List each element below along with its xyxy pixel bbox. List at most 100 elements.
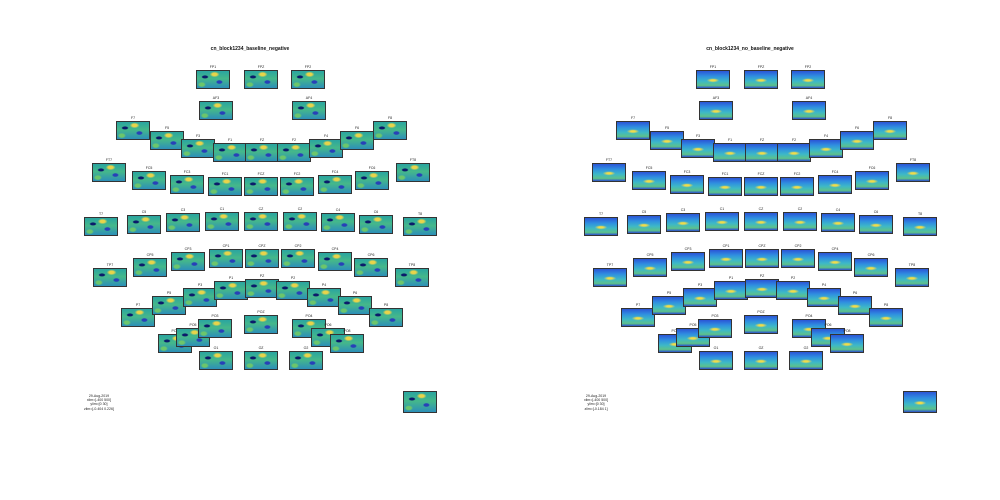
channel-label: FC2 <box>293 172 301 176</box>
channel-label: F3 <box>695 134 701 138</box>
channel-c5: C5 <box>127 210 161 234</box>
channel-label: C1 <box>219 207 225 211</box>
time-frequency-map <box>681 139 715 158</box>
time-frequency-map <box>895 268 929 287</box>
time-frequency-map <box>744 70 778 89</box>
time-frequency-map <box>373 121 407 140</box>
channel-label: FZ <box>259 138 265 142</box>
time-frequency-map <box>840 131 874 150</box>
channel-p3: P3 <box>683 283 717 307</box>
time-frequency-map <box>744 315 778 334</box>
channel-label: P3 <box>197 283 203 287</box>
channel-label: F5 <box>664 126 670 130</box>
time-frequency-map <box>699 351 733 370</box>
channel-label: FP2 <box>304 65 312 69</box>
channel-label: FP1 <box>709 65 717 69</box>
channel-c2: C2 <box>283 207 317 231</box>
channel-p6: P6 <box>838 291 872 315</box>
channel-label: P7 <box>635 303 641 307</box>
channel-label: O1 <box>713 346 719 350</box>
channel-af4: AF4 <box>292 96 326 120</box>
channel-label: CZ <box>258 207 264 211</box>
channel-po8: PO8 <box>330 329 364 353</box>
channel-fp1: FP1 <box>196 65 230 89</box>
channel-p5: P5 <box>652 291 686 315</box>
time-frequency-map <box>199 101 233 120</box>
time-frequency-map <box>666 213 700 232</box>
time-frequency-map <box>650 131 684 150</box>
time-frequency-map <box>355 171 389 190</box>
time-frequency-map <box>705 212 739 231</box>
channel-tp8: TP8 <box>395 263 429 287</box>
channel-o2: O2 <box>789 346 823 370</box>
channel-t8: T8 <box>903 212 937 236</box>
channel-fz: FZ <box>245 138 279 162</box>
channel-label: O1 <box>213 346 219 350</box>
channel-label: FT8 <box>909 158 917 162</box>
channel-fpz: FPZ <box>744 65 778 89</box>
channel-label: FC3 <box>683 170 691 174</box>
channel-fc2: FC2 <box>780 172 814 196</box>
channel-af4: AF4 <box>792 96 826 120</box>
time-frequency-map <box>698 319 732 338</box>
time-frequency-map <box>652 296 686 315</box>
channel-label: PO5 <box>689 323 697 327</box>
channel-tp8: TP8 <box>895 263 929 287</box>
time-frequency-map <box>209 249 243 268</box>
time-frequency-map <box>150 131 184 150</box>
time-frequency-map <box>127 215 161 234</box>
channel-label: F4 <box>323 134 329 138</box>
channel-f4: F4 <box>309 134 343 158</box>
channel-label: CP4 <box>831 247 839 251</box>
channel-label: CZ <box>758 207 764 211</box>
channel-label: C4 <box>835 208 841 212</box>
time-frequency-map <box>369 308 403 327</box>
channel-label: P2 <box>790 276 796 280</box>
time-frequency-map <box>781 249 815 268</box>
channel-label: PO4 <box>305 314 313 318</box>
time-frequency-map <box>744 177 778 196</box>
time-frequency-map <box>713 143 747 162</box>
channel-label: P3 <box>697 283 703 287</box>
time-frequency-map <box>213 143 247 162</box>
channel-tp7: TP7 <box>593 263 627 287</box>
channel-f5: F5 <box>650 126 684 150</box>
channel-label: T7 <box>598 212 604 216</box>
time-frequency-map <box>84 217 118 236</box>
time-frequency-map <box>93 268 127 287</box>
channel-label: CP3 <box>184 247 192 251</box>
channel-f3: F3 <box>681 134 715 158</box>
channel-p6: P6 <box>338 291 372 315</box>
time-frequency-map <box>354 258 388 277</box>
channel-label: PO7 <box>171 329 179 333</box>
time-frequency-map <box>244 315 278 334</box>
channel-label: CP6 <box>867 253 875 257</box>
channel-poz: POZ <box>744 310 778 334</box>
time-frequency-map <box>171 252 205 271</box>
time-frequency-map <box>896 163 930 182</box>
time-frequency-map <box>244 70 278 89</box>
channel-c1: C1 <box>205 207 239 231</box>
channel-label: F8 <box>887 116 893 120</box>
colorscale-box <box>903 391 937 413</box>
channel-label: AF3 <box>712 96 720 100</box>
channel-label: FT7 <box>105 158 113 162</box>
channel-label: F4 <box>823 134 829 138</box>
time-frequency-map <box>745 143 779 162</box>
channel-fp1: FP1 <box>696 65 730 89</box>
channel-fpz: FPZ <box>244 65 278 89</box>
channel-label: CPZ <box>258 244 266 248</box>
time-frequency-map <box>318 175 352 194</box>
channel-label: FC3 <box>183 170 191 174</box>
channel-c4: C4 <box>821 208 855 232</box>
time-frequency-map <box>307 288 341 307</box>
channel-label: POZ <box>257 310 265 314</box>
channel-label: FT7 <box>605 158 613 162</box>
channel-label: P8 <box>883 303 889 307</box>
panel-title: cn_block1234_no_baseline_negative <box>706 46 794 52</box>
channel-cp5: CP5 <box>133 253 167 277</box>
time-frequency-map <box>281 249 315 268</box>
time-frequency-map <box>289 351 323 370</box>
time-frequency-map <box>683 288 717 307</box>
channel-oz: OZ <box>744 346 778 370</box>
